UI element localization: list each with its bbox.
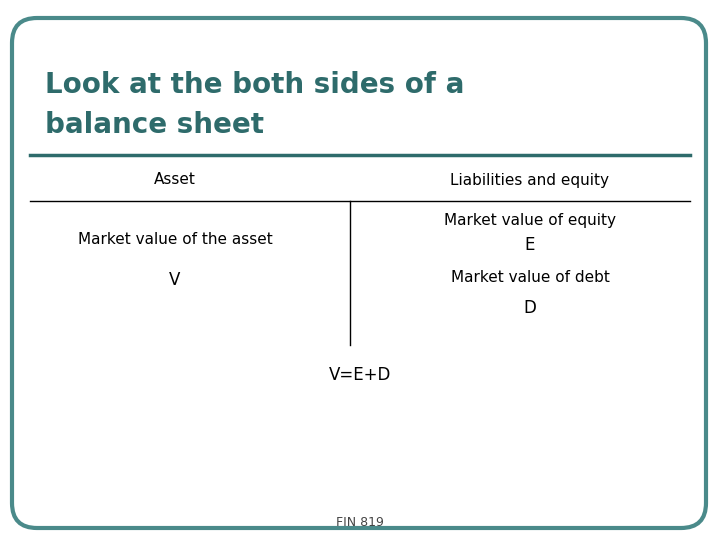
Text: Asset: Asset (154, 172, 196, 187)
Text: balance sheet: balance sheet (45, 111, 264, 139)
Text: V=E+D: V=E+D (329, 366, 391, 384)
FancyBboxPatch shape (12, 18, 706, 528)
Text: Market value of the asset: Market value of the asset (78, 233, 272, 247)
Text: Look at the both sides of a: Look at the both sides of a (45, 71, 464, 99)
Text: Liabilities and equity: Liabilities and equity (451, 172, 610, 187)
Text: Market value of equity: Market value of equity (444, 213, 616, 227)
Text: FIN 819: FIN 819 (336, 516, 384, 529)
Text: Market value of debt: Market value of debt (451, 271, 609, 286)
Text: D: D (523, 299, 536, 317)
Text: V: V (169, 271, 181, 289)
Text: E: E (525, 236, 535, 254)
